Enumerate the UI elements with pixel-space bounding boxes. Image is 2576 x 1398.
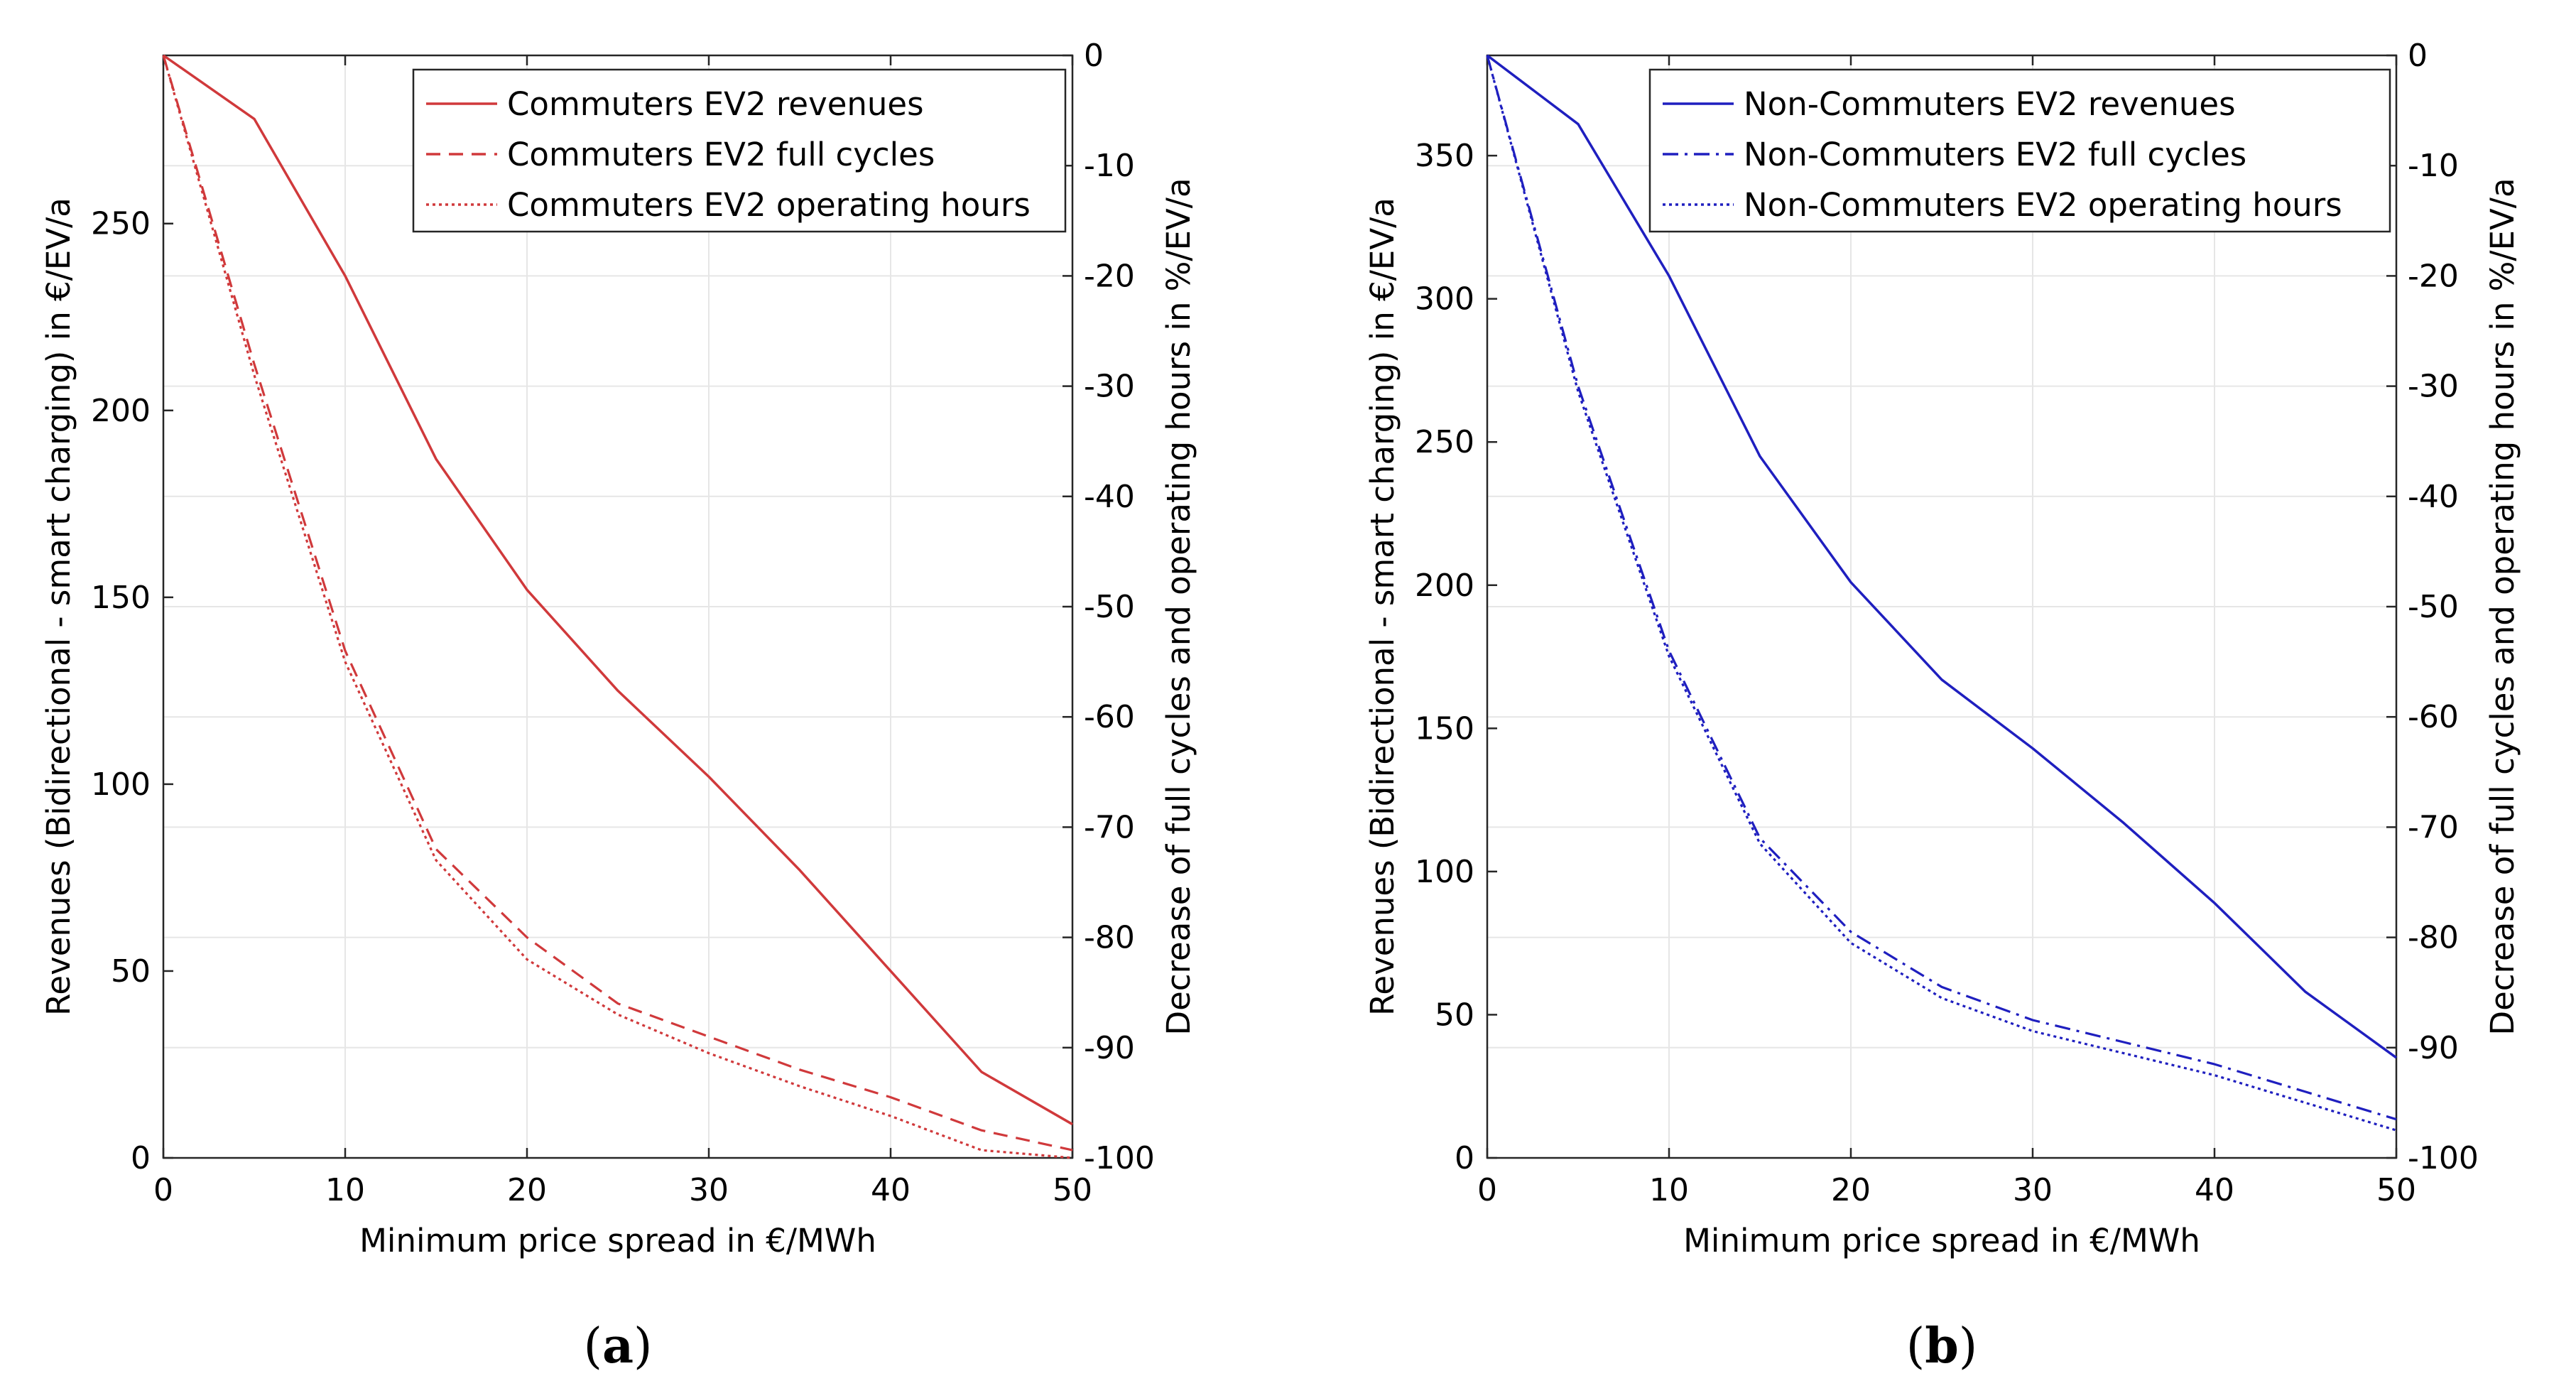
- panel-paren-close: ): [1959, 1318, 1978, 1375]
- panel-label: (b): [1906, 1318, 1978, 1375]
- y-tick-label-right: -90: [1084, 1030, 1135, 1066]
- panel-label: (a): [583, 1318, 652, 1375]
- y-tick-label-right: -50: [1084, 589, 1135, 625]
- series-line-1: [1486, 54, 2398, 1059]
- x-axis-title: Minimum price spread in €/MWh: [1683, 1222, 2200, 1259]
- y-tick-label-right: -70: [2408, 809, 2459, 845]
- chart-b: 0 10 20 30 40 50 0 50 100 150 200 250 300 350 0 -10 -20 -…: [1364, 38, 2521, 1375]
- y-tick-label-right: -40: [1084, 479, 1135, 515]
- y-tick-label-right: 0: [1084, 38, 1104, 74]
- y-tick-label-right: -60: [1084, 699, 1135, 735]
- y-tick-label-right: -30: [2408, 369, 2459, 405]
- panel-paren-open: (: [583, 1318, 602, 1375]
- series-line-2: [1486, 55, 2397, 1121]
- y-axis-title-right: Decrease of full cycles and operating ho…: [1160, 178, 1197, 1035]
- series-line-2: [162, 55, 1073, 1152]
- y-tick-label-right: -100: [1084, 1140, 1155, 1176]
- y-tick-label-left: 200: [91, 393, 151, 429]
- legend-entry: Non-Commuters EV2 operating hours: [1744, 186, 2342, 224]
- x-tick-label: 0: [153, 1172, 173, 1208]
- y-axis-title-left: Revenues (Bidirectional - smart charging…: [1364, 197, 1401, 1016]
- y-tick-label-left: 150: [91, 580, 151, 616]
- y-tick-label-right: -100: [2408, 1140, 2479, 1176]
- y-tick-label-right: -80: [2408, 920, 2459, 956]
- legend-box: [412, 68, 1067, 233]
- y-tick-label-right: -10: [2408, 148, 2459, 184]
- legend-entry: Commuters EV2 operating hours: [507, 186, 1031, 224]
- panel-letter: b: [1925, 1318, 1959, 1375]
- legend-entry: Commuters EV2 revenues: [507, 85, 924, 123]
- y-tick-label-left: 100: [1415, 854, 1474, 890]
- legend-box: [1648, 68, 2391, 233]
- x-tick-label: 50: [1053, 1172, 1092, 1208]
- series-line-3: [162, 55, 1073, 1159]
- legend-entry: Non-Commuters EV2 full cycles: [1744, 136, 2246, 173]
- y-tick-label-left: 250: [91, 206, 151, 242]
- panel-paren-open: (: [1906, 1318, 1925, 1375]
- y-tick-label-right: -50: [2408, 589, 2459, 625]
- panel-paren-close: ): [634, 1318, 653, 1375]
- x-tick-label: 10: [1649, 1172, 1689, 1208]
- y-tick-label-left: 300: [1415, 281, 1474, 318]
- x-tick-label: 50: [2376, 1172, 2416, 1208]
- x-tick-label: 40: [2195, 1172, 2234, 1208]
- legend-entry: Commuters EV2 full cycles: [507, 136, 935, 173]
- legend: Commuters EV2 revenues Commuters EV2 full…: [412, 68, 1067, 233]
- y-tick-label-left: 350: [1415, 138, 1474, 174]
- y-tick-label-right: -80: [1084, 920, 1135, 956]
- y-tick-label-right: -20: [2408, 258, 2459, 294]
- y-tick-label-left: 0: [1455, 1140, 1474, 1176]
- y-tick-label-left: 0: [131, 1140, 151, 1176]
- y-axis-title-left: Revenues (Bidirectional - smart charging…: [40, 197, 77, 1016]
- y-tick-label-right: -60: [2408, 699, 2459, 735]
- y-tick-label-left: 50: [1435, 997, 1474, 1033]
- x-tick-label: 20: [507, 1172, 547, 1208]
- y-tick-label-right: -20: [1084, 258, 1135, 294]
- panel-letter: a: [602, 1318, 634, 1375]
- x-tick-label: 30: [689, 1172, 729, 1208]
- y-tick-label-left: 250: [1415, 424, 1474, 460]
- legend: Non-Commuters EV2 revenues Non-Commuters …: [1648, 68, 2391, 233]
- x-axis-title: Minimum price spread in €/MWh: [359, 1222, 876, 1259]
- x-tick-label: 40: [871, 1172, 911, 1208]
- x-tick-label: 0: [1477, 1172, 1497, 1208]
- y-axis-title-right: Decrease of full cycles and operating ho…: [2484, 178, 2521, 1035]
- series-line-1: [162, 54, 1073, 1126]
- x-tick-label: 20: [1831, 1172, 1871, 1208]
- y-tick-label-right: -10: [1084, 148, 1135, 184]
- chart-a: 0 10 20 30 40 50 0 50 100 150 200 250 0 -10 -20 -30 -40 -…: [40, 38, 1197, 1375]
- y-tick-label-left: 50: [111, 953, 151, 990]
- y-tick-label-left: 100: [91, 766, 151, 803]
- y-tick-label-left: 150: [1415, 710, 1474, 747]
- y-tick-label-right: 0: [2408, 38, 2428, 74]
- y-tick-label-right: -30: [1084, 369, 1135, 405]
- y-tick-label-right: -90: [2408, 1030, 2459, 1066]
- y-tick-label-left: 200: [1415, 568, 1474, 604]
- x-tick-label: 30: [2013, 1172, 2053, 1208]
- legend-entry: Non-Commuters EV2 revenues: [1744, 85, 2236, 123]
- y-tick-label-right: -70: [1084, 809, 1135, 845]
- x-tick-label: 10: [325, 1172, 365, 1208]
- y-tick-label-right: -40: [2408, 479, 2459, 515]
